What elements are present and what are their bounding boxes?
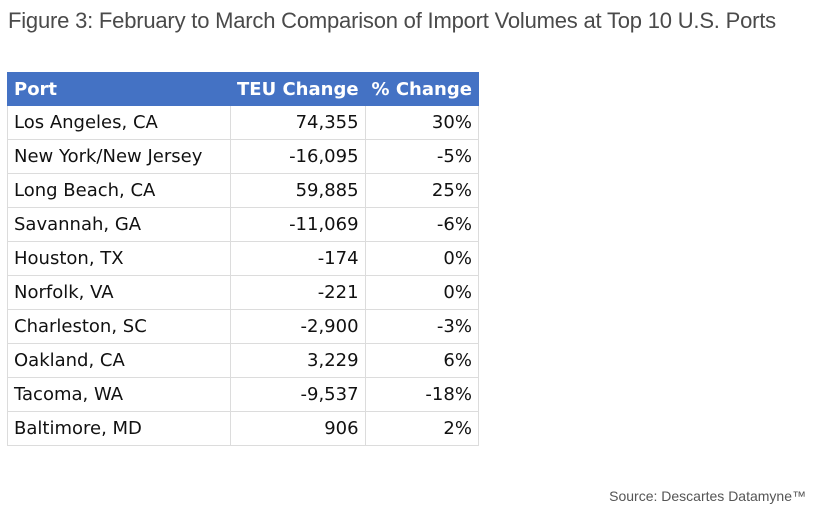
table-row: Baltimore, MD 906 2% [7, 411, 479, 446]
cell-percent-change: 2% [364, 411, 479, 446]
cell-port: New York/New Jersey [7, 139, 231, 174]
cell-percent-change: 0% [364, 275, 479, 310]
table-row: Savannah, GA -11,069 -6% [7, 207, 479, 242]
cell-port: Norfolk, VA [7, 275, 231, 310]
cell-teu-change: 3,229 [230, 343, 366, 378]
cell-percent-change: 0% [364, 241, 479, 276]
cell-percent-change: -5% [364, 139, 479, 174]
table-row: Charleston, SC -2,900 -3% [7, 309, 479, 344]
header-teu-change: TEU Change [230, 72, 366, 106]
cell-port: Baltimore, MD [7, 411, 231, 446]
table-row: Oakland, CA 3,229 6% [7, 343, 479, 378]
table-row: Houston, TX -174 0% [7, 241, 479, 276]
table-row: Los Angeles, CA 74,355 30% [7, 105, 479, 140]
table-row: New York/New Jersey -16,095 -5% [7, 139, 479, 174]
cell-teu-change: 59,885 [230, 173, 366, 208]
source-note: Source: Descartes Datamyne™ [609, 488, 806, 504]
port-comparison-table: Port TEU Change % Change Los Angeles, CA… [7, 72, 479, 446]
cell-port: Los Angeles, CA [7, 105, 231, 140]
cell-percent-change: 6% [364, 343, 479, 378]
cell-port: Houston, TX [7, 241, 231, 276]
cell-teu-change: 74,355 [230, 105, 366, 140]
table-row: Long Beach, CA 59,885 25% [7, 173, 479, 208]
cell-port: Long Beach, CA [7, 173, 231, 208]
cell-port: Charleston, SC [7, 309, 231, 344]
cell-teu-change: -221 [230, 275, 366, 310]
cell-teu-change: -2,900 [230, 309, 366, 344]
cell-teu-change: -16,095 [230, 139, 366, 174]
table-row: Tacoma, WA -9,537 -18% [7, 377, 479, 412]
cell-port: Savannah, GA [7, 207, 231, 242]
cell-percent-change: 30% [364, 105, 479, 140]
header-port: Port [7, 72, 231, 106]
table-header-row: Port TEU Change % Change [7, 72, 479, 106]
header-percent-change: % Change [364, 72, 479, 106]
cell-percent-change: -6% [364, 207, 479, 242]
cell-percent-change: -3% [364, 309, 479, 344]
cell-percent-change: 25% [364, 173, 479, 208]
cell-teu-change: 906 [230, 411, 366, 446]
cell-teu-change: -9,537 [230, 377, 366, 412]
cell-port: Tacoma, WA [7, 377, 231, 412]
cell-percent-change: -18% [364, 377, 479, 412]
figure-title: Figure 3: February to March Comparison o… [8, 8, 776, 33]
table-body: Los Angeles, CA 74,355 30% New York/New Jer… [7, 105, 479, 446]
cell-teu-change: -11,069 [230, 207, 366, 242]
cell-port: Oakland, CA [7, 343, 231, 378]
cell-teu-change: -174 [230, 241, 366, 276]
table-row: Norfolk, VA -221 0% [7, 275, 479, 310]
